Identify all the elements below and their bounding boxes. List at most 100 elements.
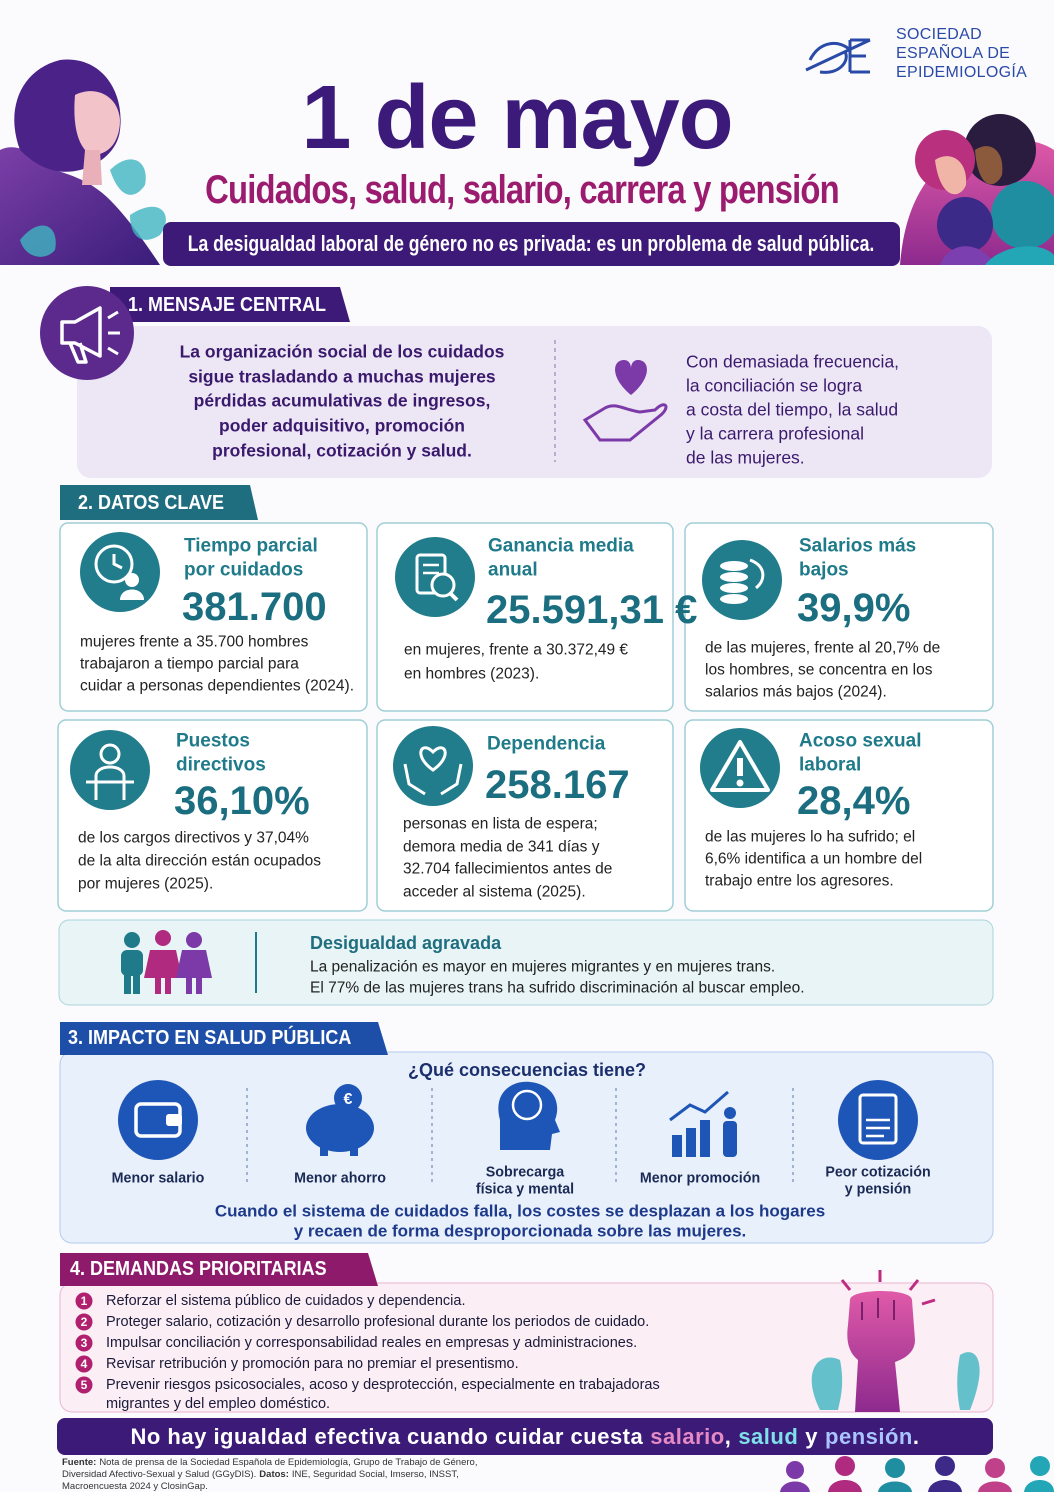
closing-text: salud — [738, 1423, 799, 1449]
impact-label: Menor salario — [111, 1169, 205, 1187]
card-description: trabajaron a tiempo parcial para — [80, 655, 299, 673]
impact-label: Menor promoción — [639, 1169, 761, 1187]
icon — [40, 286, 134, 380]
message-side: de las mujeres. — [686, 447, 805, 468]
demand-number: 4 — [80, 1357, 88, 1371]
tab — [60, 485, 258, 520]
source-text: Macroencuesta 2024 y ClosinGap. — [62, 1481, 208, 1492]
card-description: cuidar a personas dependientes (2024). — [80, 677, 355, 695]
card-title: Salarios más — [799, 535, 917, 557]
logo-text: SOCIEDAD — [896, 26, 982, 43]
card-description: de las mujeres, frente al 20,7% de — [705, 639, 941, 657]
card-icon-glyph — [403, 746, 463, 796]
illustration-right — [900, 114, 1054, 265]
card-title: Dependencia — [487, 733, 606, 755]
card-value: 28,4% — [797, 779, 911, 823]
card-description: en mujeres, frente a 30.372,49 € — [404, 641, 629, 659]
message-main: sigue trasladando a muchas mujeres — [188, 365, 496, 386]
card-icon — [70, 730, 150, 810]
impact-icons: € — [118, 1080, 918, 1160]
card-value: 381.700 — [182, 585, 327, 629]
icon-heart — [615, 360, 647, 395]
card-description: los hombres, se concentra en los — [705, 661, 933, 679]
number-badge — [75, 1334, 93, 1352]
icon-glyph — [107, 310, 120, 356]
card-value: 36,10% — [174, 779, 310, 823]
card-title: Tiempo parcial — [184, 535, 318, 557]
card-value: 25.591,31 € — [486, 588, 698, 632]
illustration-left — [0, 59, 166, 265]
impact-label: física y mental — [475, 1180, 575, 1198]
message-side: la conciliación se logra — [686, 375, 863, 396]
card-icon-glyph — [720, 558, 765, 604]
card-title: directivos — [176, 754, 266, 776]
card-title: laboral — [799, 754, 862, 776]
impact-label: Sobrecarga — [485, 1163, 565, 1181]
box — [59, 1282, 994, 1413]
card-description: demora media de 341 días y — [403, 837, 600, 855]
source-text: Nota de prensa de la Sociedad Española d… — [99, 1457, 478, 1468]
card-icon-glyph — [94, 544, 144, 600]
demand-number: 2 — [80, 1315, 88, 1329]
banner: La desigualdad laboral de género no es p… — [187, 231, 875, 256]
svg-text:€: € — [344, 1091, 353, 1108]
demand-number: 1 — [80, 1294, 88, 1308]
card-title: por cuidados — [184, 559, 304, 581]
demand-number: 5 — [80, 1378, 88, 1392]
closing-text: y — [805, 1423, 819, 1449]
section-heading: 1. MENSAJE CENTRAL — [128, 294, 327, 316]
demand-text: Impulsar conciliación y corresponsabilid… — [106, 1334, 638, 1351]
highlight-text: La penalización es mayor en mujeres migr… — [310, 958, 776, 976]
tab — [110, 287, 350, 322]
closing-banner: No hay igualdad efectiva cuando cuidar c… — [57, 1418, 993, 1455]
source-label: Datos: — [259, 1469, 289, 1480]
section-heading: 3. IMPACTO EN SALUD PÚBLICA — [68, 1027, 352, 1049]
source-text: INE, Seguridad Social, Imserso, INSST, — [291, 1469, 459, 1480]
highlight-text: El 77% de las mujeres trans ha sufrido d… — [310, 979, 805, 997]
card-description: en hombres (2023). — [404, 665, 540, 683]
impact-conclusion: y recaen de forma desproporcionada sobre… — [293, 1221, 747, 1241]
card-description: 32.704 fallecimientos antes de — [403, 860, 613, 878]
card-value: 258.167 — [485, 763, 630, 807]
logo-text: EPIDEMIOLOGÍA — [896, 64, 1028, 81]
closing-text: , — [724, 1423, 732, 1449]
number-badge — [75, 1313, 93, 1331]
card-description: personas en lista de espera; — [403, 815, 598, 833]
banner-bg — [163, 222, 900, 266]
card-description: acceder al sistema (2025). — [403, 882, 586, 900]
closing-text: salario — [650, 1423, 725, 1449]
icon-hand — [582, 403, 668, 442]
demand-text: Proteger salario, cotización y desarroll… — [106, 1313, 650, 1330]
demand-text: Reforzar el sistema público de cuidados … — [106, 1292, 466, 1309]
closing-text: pensión — [825, 1423, 913, 1449]
message-main: poder adquisitivo, promoción — [219, 415, 465, 436]
box — [58, 919, 994, 1006]
source-line: Macroencuesta 2024 y ClosinGap. — [62, 1482, 211, 1492]
section-heading: 4. DEMANDAS PRIORITARIAS — [70, 1258, 327, 1280]
demand-text: migrantes y del empleo doméstico. — [106, 1395, 331, 1412]
icon-people — [121, 930, 212, 994]
impact-conclusion: Cuando el sistema de cuidados falla, los… — [214, 1201, 826, 1221]
source-line: Fuente: Nota de prensa de la Sociedad Esp… — [62, 1458, 480, 1468]
card-description: 6,6% identifica a un hombre del — [705, 850, 923, 868]
message-side: a costa del tiempo, la salud — [686, 399, 899, 420]
source-label: Fuente: — [62, 1457, 97, 1468]
demand-number: 3 — [80, 1336, 88, 1350]
number-badge — [75, 1376, 93, 1394]
impact-question: ¿Qué consecuencias tiene? — [407, 1060, 647, 1080]
section-heading: 2. DATOS CLAVE — [78, 492, 225, 514]
card-description: trabajo entre los agresores. — [705, 872, 894, 890]
closing-text: . — [912, 1423, 920, 1449]
card-title: Acoso sexual — [799, 730, 922, 752]
card-description: salarios más bajos (2024). — [705, 683, 887, 701]
message-side: Con demasiada frecuencia, — [686, 351, 900, 372]
card-icon-glyph — [710, 740, 770, 792]
card-description: de las mujeres lo ha sufrido; el — [705, 828, 916, 846]
card-value: 39,9% — [797, 586, 911, 630]
title: 1 de mayo — [301, 68, 733, 168]
card-icon-glyph — [415, 553, 459, 602]
card-title: anual — [488, 559, 538, 581]
card-description: mujeres frente a 35.700 hombres — [80, 633, 309, 651]
